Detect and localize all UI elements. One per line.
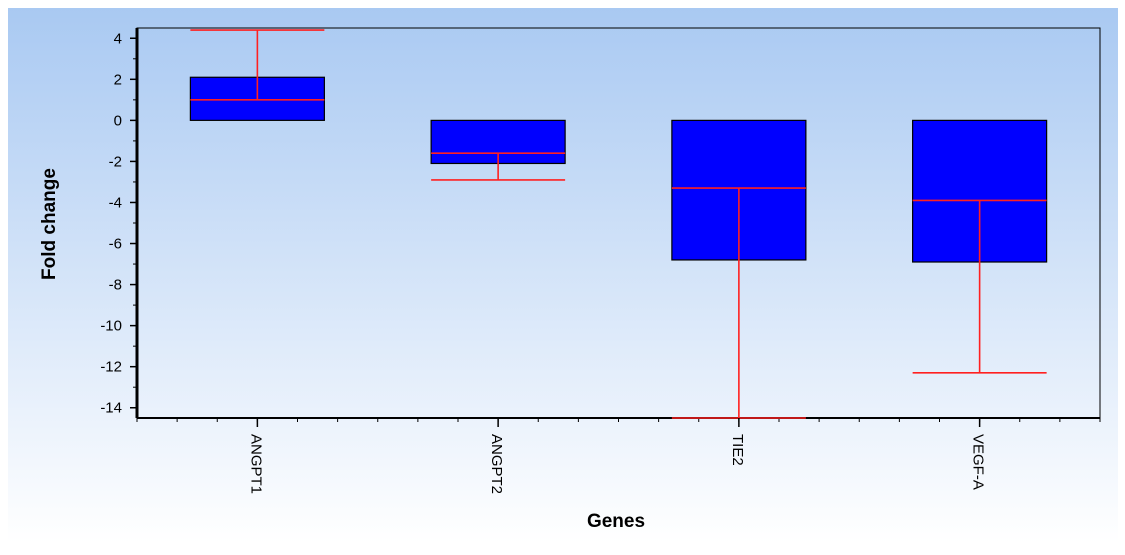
chart-background	[8, 8, 1118, 543]
y-tick-label: -2	[109, 153, 122, 170]
y-tick-label: -14	[100, 400, 122, 417]
y-tick-label: -6	[109, 236, 122, 253]
y-tick-label: -12	[100, 359, 122, 376]
y-tick-label: 0	[114, 112, 122, 129]
y-tick-label: -10	[100, 318, 122, 335]
y-axis-title: Fold change	[39, 168, 60, 280]
x-tick-label-tie2: TIE2	[729, 434, 746, 466]
x-tick-label-vegf-a: VEGF-A	[970, 434, 987, 490]
y-tick-label: 4	[114, 30, 122, 47]
x-tick-label-angpt2: ANGPT2	[488, 434, 505, 494]
x-axis-title: Genes	[587, 511, 645, 532]
y-tick-label: -8	[109, 277, 122, 294]
y-tick-label: -4	[109, 194, 122, 211]
y-tick-label: 2	[114, 71, 122, 88]
x-tick-label-angpt1: ANGPT1	[247, 434, 264, 494]
